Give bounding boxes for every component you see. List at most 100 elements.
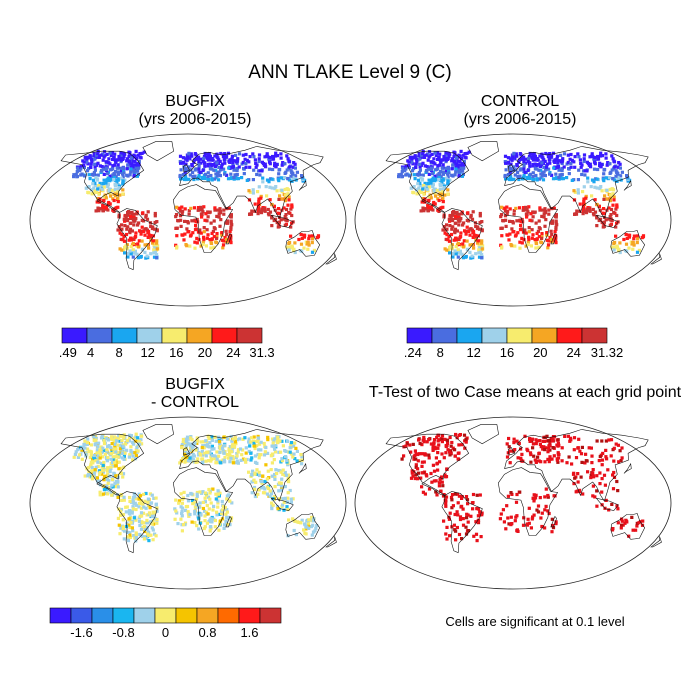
grid-cell (454, 538, 458, 542)
grid-cell (585, 208, 589, 212)
grid-cell (93, 181, 97, 185)
grid-cell (464, 532, 469, 536)
grid-cell (543, 460, 547, 464)
grid-cell (614, 174, 618, 178)
grid-cell (101, 455, 105, 459)
map-panel-diff (29, 416, 347, 590)
grid-cell (617, 161, 621, 165)
grid-cell (410, 158, 414, 162)
grid-cell (404, 164, 408, 169)
grid-cell (215, 450, 219, 454)
grid-cell (129, 245, 133, 249)
grid-cell (551, 526, 556, 530)
grid-cell (95, 451, 99, 455)
grid-cell (307, 243, 311, 247)
grid-cell (188, 234, 193, 238)
grid-cell (153, 214, 157, 218)
grid-cell (572, 189, 576, 193)
grid-cell (448, 219, 452, 223)
grid-cell (223, 506, 227, 510)
grid-cell (572, 436, 577, 440)
grid-cell (570, 462, 574, 466)
grid-cell (608, 199, 612, 203)
grid-cell (202, 440, 206, 444)
grid-cell (134, 216, 138, 221)
grid-cell (252, 441, 256, 445)
grid-cell (273, 437, 277, 441)
grid-cell (591, 474, 595, 478)
grid-cell (522, 516, 526, 520)
colorbar-tick-label: 24 (226, 345, 240, 360)
grid-cell (442, 186, 446, 190)
grid-cell (92, 171, 96, 175)
grid-cell (543, 495, 547, 499)
grid-cell (440, 180, 444, 184)
grid-cell (632, 234, 636, 238)
grid-cell (123, 251, 127, 255)
grid-cell (297, 459, 301, 463)
grid-cell (116, 196, 120, 200)
grid-cell (79, 164, 83, 169)
grid-cell (609, 218, 613, 222)
grid-cell (253, 494, 257, 499)
grid-cell (188, 456, 192, 460)
grid-cell (279, 218, 283, 222)
grid-cell (101, 446, 105, 450)
grid-cell (463, 152, 467, 156)
grid-cell (128, 499, 132, 503)
grid-cell (242, 167, 246, 171)
panel-title-line1: BUGFIX (165, 376, 225, 393)
grid-cell (195, 236, 199, 240)
grid-cell (193, 240, 197, 244)
grid-cell (229, 456, 233, 460)
grid-cell (217, 158, 221, 162)
grid-cell (200, 176, 204, 180)
grid-cell (400, 175, 404, 179)
grid-cell (424, 473, 428, 477)
grid-cell (527, 226, 531, 230)
grid-cell (615, 244, 619, 248)
grid-cell (86, 162, 90, 166)
grid-cell (270, 474, 274, 478)
grid-cell (560, 159, 565, 163)
grid-cell (539, 172, 543, 176)
grid-cell (116, 480, 120, 484)
grid-cell (121, 188, 125, 192)
grid-cell (221, 446, 225, 450)
grid-cell (249, 440, 253, 444)
grid-cell (289, 207, 293, 211)
grid-cell (113, 170, 118, 174)
grid-cell (444, 475, 449, 479)
grid-cell (111, 188, 115, 192)
grid-cell (243, 157, 247, 161)
grid-cell (137, 239, 141, 243)
grid-cell (612, 211, 616, 215)
grid-cell (107, 479, 111, 483)
grid-cell (141, 229, 146, 234)
grid-cell (528, 172, 532, 176)
grid-cell (184, 439, 188, 443)
grid-cell (508, 232, 512, 236)
grid-cell (457, 163, 461, 167)
grid-cell (449, 216, 453, 220)
grid-cell (270, 224, 274, 228)
grid-cell (187, 209, 191, 213)
grid-cell (507, 238, 511, 242)
grid-cell (141, 211, 145, 215)
grid-cell (247, 160, 251, 164)
grid-cell (525, 522, 529, 526)
grid-cell (278, 439, 282, 443)
grid-cell (184, 162, 188, 166)
grid-cell (76, 166, 80, 170)
grid-cell (225, 232, 229, 237)
grid-cell (598, 217, 603, 221)
grid-cell (527, 230, 531, 234)
grid-cell (75, 170, 79, 174)
grid-cell (131, 519, 135, 523)
grid-cell (599, 165, 603, 169)
grid-cell (144, 215, 148, 219)
grid-cell (143, 521, 147, 525)
grid-cell (274, 151, 278, 155)
grid-cell (290, 213, 294, 218)
grid-cell (524, 231, 528, 235)
